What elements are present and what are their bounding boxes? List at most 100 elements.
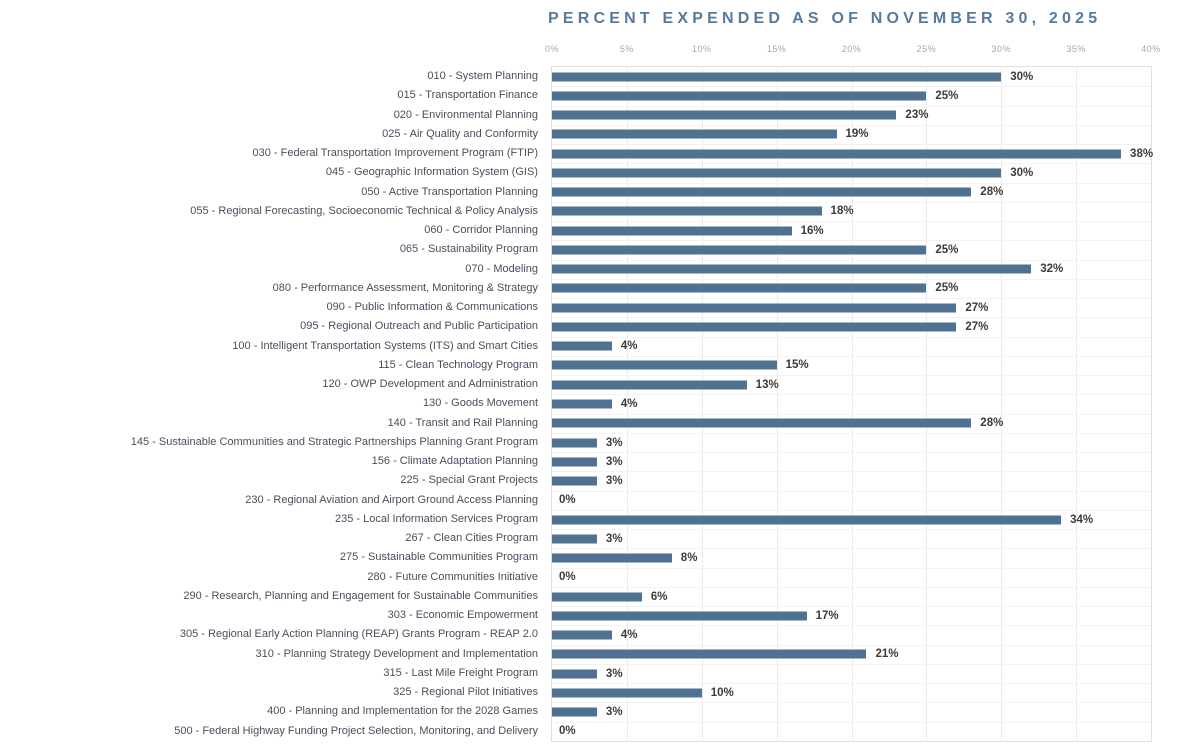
value-label: 30% bbox=[1010, 70, 1034, 83]
x-tick-label: 5% bbox=[619, 44, 634, 54]
value-label: 23% bbox=[905, 109, 929, 122]
bar-row: 30% bbox=[552, 163, 1151, 182]
bar bbox=[552, 206, 822, 216]
category-label: 280 - Future Communities Initiative bbox=[367, 570, 538, 583]
category-labels: 010 - System Planning 015 - Transportatio… bbox=[0, 67, 544, 741]
value-label: 17% bbox=[815, 609, 839, 622]
gridline-horizontal bbox=[552, 298, 1151, 300]
bar-row: 21% bbox=[552, 645, 1151, 664]
category-label: 400 - Planning and Implementation for th… bbox=[267, 705, 538, 718]
bar-row: 13% bbox=[552, 375, 1151, 394]
category-label: 315 - Last Mile Freight Program bbox=[383, 666, 538, 679]
bar bbox=[552, 457, 597, 467]
bar-row: 19% bbox=[552, 125, 1151, 144]
bar bbox=[552, 360, 777, 370]
value-label: 25% bbox=[935, 243, 959, 256]
bar bbox=[552, 438, 597, 447]
bar bbox=[552, 611, 807, 621]
category-label: 020 - Environmental Planning bbox=[393, 108, 538, 121]
bar bbox=[552, 264, 1032, 274]
bar-row: 3% bbox=[552, 702, 1151, 721]
bar bbox=[552, 226, 792, 236]
gridline-horizontal bbox=[552, 182, 1151, 184]
category-label: 120 - OWP Development and Administration bbox=[322, 378, 538, 391]
category-label: 045 - Geographic Information System (GIS… bbox=[325, 166, 538, 179]
category-label: 090 - Public Information & Communication… bbox=[326, 301, 538, 314]
bar bbox=[552, 72, 1002, 82]
gridline-horizontal bbox=[552, 355, 1151, 357]
category-label: 050 - Active Transportation Planning bbox=[361, 185, 538, 198]
value-label: 13% bbox=[755, 378, 779, 391]
gridline-horizontal bbox=[552, 86, 1151, 88]
bar bbox=[552, 110, 897, 120]
value-label: 3% bbox=[605, 667, 623, 680]
category-label: 115 - Clean Technology Program bbox=[378, 358, 538, 371]
category-label: 025 - Air Quality and Conformity bbox=[382, 127, 538, 140]
bar-row: 25% bbox=[552, 86, 1151, 105]
bar bbox=[552, 168, 1002, 178]
value-label: 3% bbox=[605, 436, 623, 449]
category-label: 156 - Climate Adaptation Planning bbox=[371, 455, 538, 468]
bar-row: 4% bbox=[552, 625, 1151, 644]
bar bbox=[552, 245, 927, 255]
bar-row: 34% bbox=[552, 510, 1151, 529]
bar-row: 3% bbox=[552, 433, 1151, 452]
category-label: 055 - Regional Forecasting, Socioeconomi… bbox=[190, 204, 538, 217]
gridline-horizontal bbox=[552, 644, 1151, 646]
bar bbox=[552, 534, 597, 544]
x-tick-label: 15% bbox=[766, 44, 787, 54]
value-label: 18% bbox=[830, 205, 854, 218]
gridline-horizontal bbox=[552, 490, 1151, 492]
value-label: 4% bbox=[620, 629, 638, 642]
bar bbox=[552, 399, 612, 409]
bar bbox=[552, 688, 702, 698]
bar bbox=[552, 322, 957, 332]
gridline-horizontal bbox=[552, 683, 1151, 685]
value-label: 10% bbox=[710, 686, 734, 699]
value-label: 32% bbox=[1040, 263, 1064, 276]
category-label: 267 - Clean Cities Program bbox=[405, 532, 538, 545]
x-tick-label: 30% bbox=[991, 44, 1012, 54]
gridline-vertical bbox=[626, 67, 628, 741]
gridline-horizontal bbox=[552, 105, 1151, 107]
value-label: 38% bbox=[1130, 147, 1154, 160]
x-tick-label: 25% bbox=[916, 44, 937, 54]
bar bbox=[552, 592, 642, 602]
bar-row: 16% bbox=[552, 221, 1151, 240]
bar bbox=[552, 303, 957, 313]
gridline-horizontal bbox=[552, 221, 1151, 223]
bar-row: 3% bbox=[552, 452, 1151, 471]
gridline-horizontal bbox=[552, 240, 1151, 242]
category-label: 290 - Research, Planning and Engagement … bbox=[183, 589, 538, 602]
x-tick-label: 10% bbox=[691, 44, 712, 54]
value-label: 3% bbox=[605, 532, 623, 545]
gridline-vertical bbox=[851, 67, 853, 741]
value-label: 4% bbox=[620, 397, 638, 410]
gridline-horizontal bbox=[552, 548, 1151, 550]
gridline-vertical bbox=[701, 67, 703, 741]
gridline-horizontal bbox=[552, 375, 1151, 377]
bar bbox=[552, 418, 972, 428]
category-label: 145 - Sustainable Communities and Strate… bbox=[130, 435, 538, 448]
bar-row: 25% bbox=[552, 240, 1151, 259]
category-label: 325 - Regional Pilot Initiatives bbox=[393, 686, 538, 699]
gridline-horizontal bbox=[552, 278, 1151, 280]
category-label: 275 - Sustainable Communities Program bbox=[339, 551, 538, 564]
gridline-horizontal bbox=[552, 509, 1151, 511]
gridline-horizontal bbox=[552, 452, 1151, 454]
gridline-vertical bbox=[1076, 67, 1078, 741]
bar bbox=[552, 476, 597, 486]
bar bbox=[552, 283, 927, 293]
gridline-horizontal bbox=[552, 144, 1151, 146]
bar-row: 28% bbox=[552, 414, 1151, 433]
bar-row: 27% bbox=[552, 298, 1151, 317]
gridline-horizontal bbox=[552, 625, 1151, 627]
value-label: 6% bbox=[650, 590, 668, 603]
bar bbox=[552, 707, 597, 717]
value-label: 0% bbox=[559, 494, 576, 507]
category-label: 140 - Transit and Rail Planning bbox=[387, 416, 538, 429]
value-label: 3% bbox=[605, 475, 623, 488]
value-label: 25% bbox=[935, 89, 959, 102]
bar-row: 30% bbox=[552, 67, 1151, 86]
category-label: 060 - Corridor Planning bbox=[424, 224, 538, 237]
